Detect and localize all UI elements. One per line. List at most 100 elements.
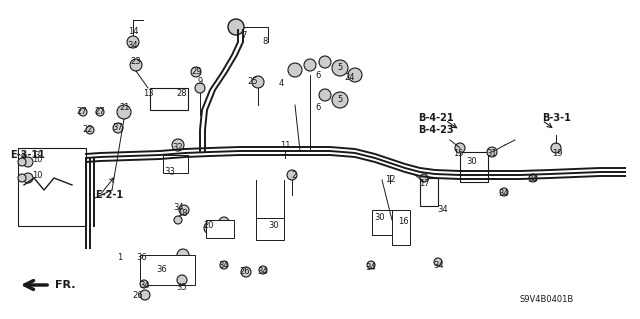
Circle shape — [204, 222, 216, 234]
Circle shape — [487, 147, 497, 157]
Text: 16: 16 — [397, 218, 408, 226]
Circle shape — [332, 60, 348, 76]
Circle shape — [177, 275, 187, 285]
Text: 6: 6 — [316, 70, 321, 79]
Text: 26: 26 — [240, 268, 250, 277]
Circle shape — [220, 261, 228, 269]
Bar — [420, 178, 438, 206]
Text: 34: 34 — [499, 189, 509, 197]
Circle shape — [228, 19, 244, 35]
Circle shape — [140, 280, 148, 288]
Text: 9: 9 — [197, 78, 203, 86]
Circle shape — [348, 68, 362, 82]
Circle shape — [288, 63, 302, 77]
Circle shape — [18, 174, 26, 182]
Bar — [18, 148, 86, 226]
Text: 34: 34 — [365, 263, 376, 272]
Text: 23: 23 — [131, 57, 141, 66]
Text: 29: 29 — [192, 68, 202, 77]
Circle shape — [319, 56, 331, 68]
Circle shape — [179, 205, 189, 215]
Text: 31: 31 — [486, 149, 497, 158]
Text: B-3-1: B-3-1 — [542, 113, 571, 123]
Circle shape — [260, 231, 268, 239]
Text: 34: 34 — [438, 205, 448, 214]
Text: 15: 15 — [452, 149, 463, 158]
Text: 8: 8 — [262, 38, 268, 47]
Circle shape — [154, 259, 166, 271]
Circle shape — [86, 126, 94, 134]
Circle shape — [140, 290, 150, 300]
Circle shape — [177, 249, 189, 261]
Circle shape — [18, 158, 26, 166]
Text: 24: 24 — [345, 73, 355, 83]
Text: 36: 36 — [157, 265, 168, 275]
Circle shape — [178, 90, 188, 100]
Circle shape — [23, 173, 33, 183]
Text: 12: 12 — [385, 175, 396, 184]
Text: 27: 27 — [95, 108, 106, 116]
Bar — [140, 255, 195, 285]
Circle shape — [377, 212, 389, 224]
Circle shape — [219, 217, 229, 227]
Circle shape — [96, 108, 104, 116]
Circle shape — [259, 266, 267, 274]
Circle shape — [241, 267, 251, 277]
Text: 34: 34 — [173, 203, 184, 211]
Text: 34: 34 — [434, 261, 444, 270]
Circle shape — [529, 174, 537, 182]
Circle shape — [113, 123, 123, 133]
Text: 28: 28 — [177, 88, 188, 98]
Text: 18: 18 — [177, 209, 188, 218]
Bar — [206, 220, 234, 238]
Text: 7: 7 — [241, 31, 246, 40]
Circle shape — [117, 105, 131, 119]
Bar — [460, 152, 488, 182]
Circle shape — [195, 83, 205, 93]
Text: 30: 30 — [467, 158, 477, 167]
Circle shape — [23, 157, 33, 167]
Text: 17: 17 — [419, 180, 429, 189]
Text: 34: 34 — [128, 41, 138, 49]
Text: 10: 10 — [32, 155, 42, 165]
Bar — [392, 210, 410, 245]
Text: 3: 3 — [35, 151, 40, 160]
Text: 22: 22 — [83, 125, 93, 135]
Circle shape — [287, 170, 297, 180]
Text: 34: 34 — [140, 280, 150, 290]
Circle shape — [434, 258, 442, 266]
Text: 13: 13 — [143, 88, 154, 98]
Circle shape — [465, 153, 479, 167]
Bar — [150, 88, 188, 110]
Bar — [163, 155, 188, 173]
Text: 1: 1 — [117, 254, 123, 263]
Text: 25: 25 — [248, 78, 259, 86]
Text: 14: 14 — [128, 27, 138, 36]
Text: FR.: FR. — [55, 280, 76, 290]
Text: 21: 21 — [120, 103, 131, 113]
Text: B-4-23: B-4-23 — [418, 125, 454, 135]
Text: E-3-11: E-3-11 — [10, 150, 45, 160]
Text: 34: 34 — [219, 261, 229, 270]
Circle shape — [500, 188, 508, 196]
Circle shape — [172, 139, 184, 151]
Circle shape — [551, 143, 561, 153]
Circle shape — [367, 261, 375, 269]
Bar — [372, 210, 400, 235]
Text: 34: 34 — [528, 175, 538, 184]
Text: 10: 10 — [32, 170, 42, 180]
Circle shape — [174, 216, 182, 224]
Text: 37: 37 — [113, 123, 124, 132]
Bar — [256, 218, 284, 240]
Text: 35: 35 — [177, 284, 188, 293]
Text: 5: 5 — [337, 95, 342, 105]
Text: 20: 20 — [204, 220, 214, 229]
Text: S9V4B0401B: S9V4B0401B — [520, 295, 574, 305]
Text: E-2-1: E-2-1 — [95, 190, 123, 200]
Text: 30: 30 — [374, 213, 385, 222]
Circle shape — [375, 223, 385, 233]
Circle shape — [269, 222, 281, 234]
Circle shape — [420, 174, 428, 182]
Circle shape — [166, 162, 178, 174]
Text: 4: 4 — [278, 78, 284, 87]
